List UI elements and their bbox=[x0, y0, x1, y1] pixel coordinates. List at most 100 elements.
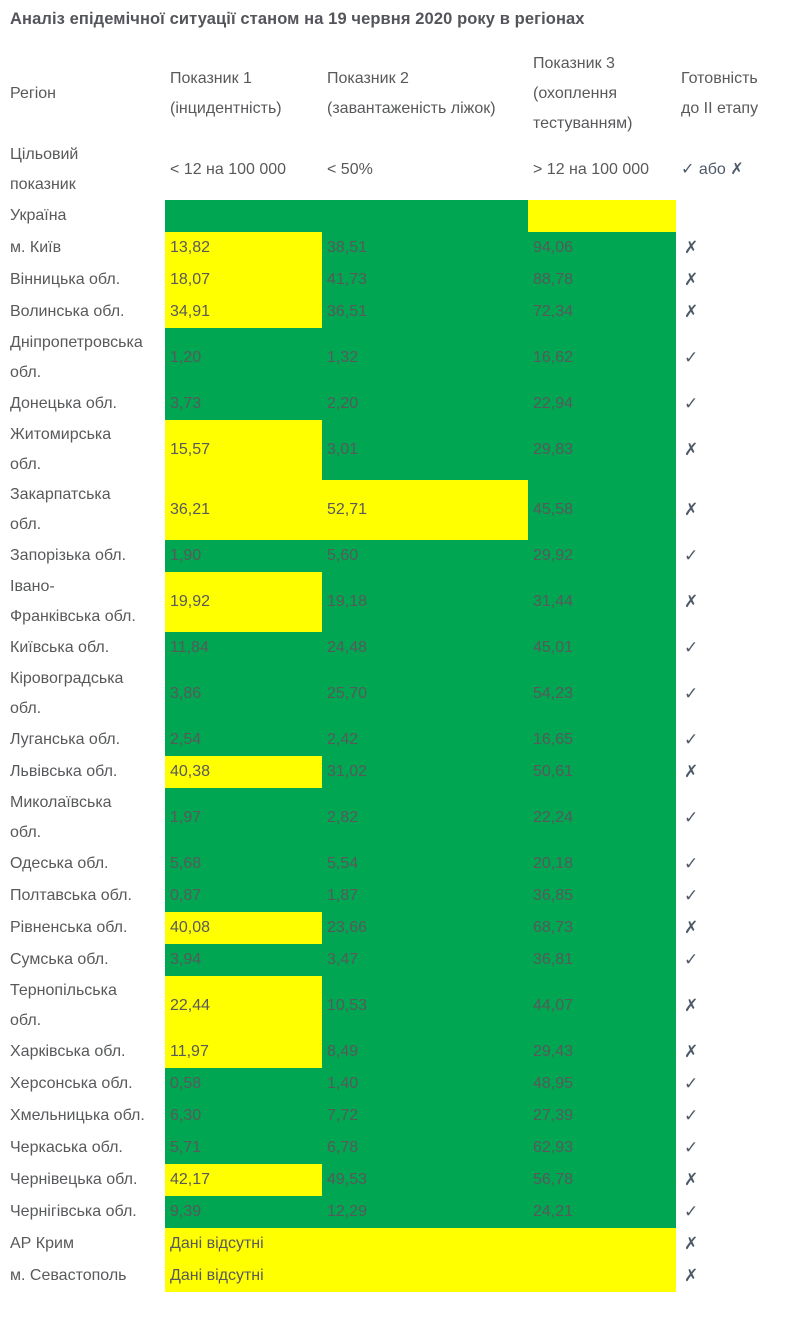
table-row: Запорізька обл. 1,90 5,60 29,92 ✓ bbox=[10, 540, 795, 572]
indicator3-cell: 94,06 bbox=[528, 232, 676, 264]
readiness-mark: ✓ bbox=[684, 1106, 699, 1125]
indicator3-cell: 48,95 bbox=[528, 1068, 676, 1100]
indicator1-cell: 40,08 bbox=[165, 912, 322, 944]
region-name: м. Севастополь bbox=[10, 1267, 127, 1284]
readiness-mark: ✓ bbox=[684, 1138, 699, 1157]
indicator1-cell: 36,21 bbox=[165, 480, 322, 540]
region-name: Херсонська обл. bbox=[10, 1075, 133, 1092]
indicator3-cell: 62,93 bbox=[528, 1132, 676, 1164]
region-name: Черкаська обл. bbox=[10, 1139, 123, 1156]
table-row: Україна bbox=[10, 200, 795, 232]
indicator3-cell: 27,39 bbox=[528, 1100, 676, 1132]
indicator1-cell: 22,44 bbox=[165, 976, 322, 1036]
region-name: Луганська обл. bbox=[10, 731, 121, 748]
indicator3-cell: 31,44 bbox=[528, 572, 676, 632]
table-row: Тернопільська обл. 22,44 10,53 44,07 ✗ bbox=[10, 976, 795, 1036]
indicator2-cell: 41,73 bbox=[322, 264, 528, 296]
readiness-mark: ✓ bbox=[684, 348, 699, 367]
table-row: Хмельницька обл. 6,30 7,72 27,39 ✓ bbox=[10, 1100, 795, 1132]
indicator1-cell: 1,20 bbox=[165, 328, 322, 388]
indicator2-cell: 1,87 bbox=[322, 880, 528, 912]
region-name: Вінницька обл. bbox=[10, 271, 121, 288]
table-row: Миколаївська обл. 1,97 2,82 22,24 ✓ bbox=[10, 788, 795, 848]
indicator1-cell: 11,84 bbox=[165, 632, 322, 664]
indicator2-cell: 6,78 bbox=[322, 1132, 528, 1164]
table-row: Чернівецька обл. 42,17 49,53 56,78 ✗ bbox=[10, 1164, 795, 1196]
table-row: Івано- Франківська обл. 19,92 19,18 31,44 ✗ bbox=[10, 572, 795, 632]
readiness-mark: ✓ bbox=[684, 950, 699, 969]
target-indicator3: > 12 на 100 000 bbox=[533, 161, 650, 178]
indicator2-cell: 3,01 bbox=[322, 420, 528, 480]
table-row: Вінницька обл. 18,07 41,73 88,78 ✗ bbox=[10, 264, 795, 296]
indicator1-cell: 13,82 bbox=[165, 232, 322, 264]
readiness-mark: ✓ bbox=[684, 1074, 699, 1093]
region-name: Миколаївська обл. bbox=[10, 794, 112, 841]
indicator2-cell: 38,51 bbox=[322, 232, 528, 264]
table-row: м. Київ 13,82 38,51 94,06 ✗ bbox=[10, 232, 795, 264]
region-name: Чернівецька обл. bbox=[10, 1171, 138, 1188]
readiness-mark: ✗ bbox=[684, 1234, 699, 1253]
indicator3-cell: 29,92 bbox=[528, 540, 676, 572]
table-row: Житомирська обл. 15,57 3,01 29,83 ✗ bbox=[10, 420, 795, 480]
table-row: Донецька обл. 3,73 2,20 22,94 ✓ bbox=[10, 388, 795, 420]
readiness-mark: ✗ bbox=[684, 762, 699, 781]
target-row-label: Цільовий показник bbox=[10, 146, 79, 193]
indicator1-cell: 19,92 bbox=[165, 572, 322, 632]
indicator3-cell: 22,24 bbox=[528, 788, 676, 848]
table-row: Дніпропетровська обл. 1,20 1,32 16,62 ✓ bbox=[10, 328, 795, 388]
indicator1-cell: 40,38 bbox=[165, 756, 322, 788]
indicator3-cell: 36,81 bbox=[528, 944, 676, 976]
indicator3-cell: 22,94 bbox=[528, 388, 676, 420]
column-header-indicator2: Показник 2 (завантаженість ліжок) bbox=[327, 70, 496, 117]
region-name: Донецька обл. bbox=[10, 395, 117, 412]
table-body: Україна м. Київ 13,82 38,51 94,06 ✗ Вінницька … bbox=[10, 200, 795, 1292]
region-name: Закарпатська обл. bbox=[10, 486, 111, 533]
indicator1-cell: 18,07 bbox=[165, 264, 322, 296]
indicator3-cell: 29,43 bbox=[528, 1036, 676, 1068]
readiness-mark: ✓ bbox=[684, 638, 699, 657]
indicator3-cell: 45,01 bbox=[528, 632, 676, 664]
indicator3-cell: 16,62 bbox=[528, 328, 676, 388]
region-name: Кіровоградська обл. bbox=[10, 670, 124, 717]
readiness-mark: ✓ bbox=[684, 1202, 699, 1221]
indicator3-cell: 20,18 bbox=[528, 848, 676, 880]
table-row: Закарпатська обл. 36,21 52,71 45,58 ✗ bbox=[10, 480, 795, 540]
indicator2-cell: 31,02 bbox=[322, 756, 528, 788]
indicator3-cell: 36,85 bbox=[528, 880, 676, 912]
readiness-mark: ✓ bbox=[684, 684, 699, 703]
column-header-readiness: Готовність до II етапу bbox=[681, 70, 759, 117]
analysis-table: Регіон Показник 1 (інцидентність) Показн… bbox=[10, 48, 795, 1292]
indicator1-cell: 1,90 bbox=[165, 540, 322, 572]
column-header-region: Регіон bbox=[10, 85, 56, 102]
indicator1-cell: 1,97 bbox=[165, 788, 322, 848]
table-row: Київська обл. 11,84 24,48 45,01 ✓ bbox=[10, 632, 795, 664]
table-row: Волинська обл. 34,91 36,51 72,34 ✗ bbox=[10, 296, 795, 328]
page-title: Аналіз епідемічної ситуації станом на 19… bbox=[10, 10, 585, 28]
region-name: Полтавська обл. bbox=[10, 887, 132, 904]
indicator1-cell: 3,94 bbox=[165, 944, 322, 976]
table-row: Луганська обл. 2,54 2,42 16,65 ✓ bbox=[10, 724, 795, 756]
table-row: Кіровоградська обл. 3,86 25,70 54,23 ✓ bbox=[10, 664, 795, 724]
column-header-indicator3: Показник 3 (охоплення тестуванням) bbox=[533, 55, 633, 132]
indicator2-cell: 10,53 bbox=[322, 976, 528, 1036]
target-indicator2: < 50% bbox=[327, 161, 373, 178]
indicator2-cell: 49,53 bbox=[322, 1164, 528, 1196]
table-row: Рівненська обл. 40,08 23,66 68,73 ✗ bbox=[10, 912, 795, 944]
indicator3-cell: 16,65 bbox=[528, 724, 676, 756]
indicator2-cell: 12,29 bbox=[322, 1196, 528, 1228]
readiness-mark: ✗ bbox=[684, 1266, 699, 1285]
table-row: Черкаська обл. 5,71 6,78 62,93 ✓ bbox=[10, 1132, 795, 1164]
indicator3-cell: 45,58 bbox=[528, 480, 676, 540]
region-name: Запорізька обл. bbox=[10, 547, 127, 564]
indicator3-cell: 88,78 bbox=[528, 264, 676, 296]
region-name: Тернопільська обл. bbox=[10, 982, 117, 1029]
table-row: Чернігівська обл. 9,39 12,29 24,21 ✓ bbox=[10, 1196, 795, 1228]
readiness-mark: ✗ bbox=[684, 302, 699, 321]
region-name: Рівненська обл. bbox=[10, 919, 128, 936]
header-row: Регіон Показник 1 (інцидентність) Показн… bbox=[10, 48, 795, 140]
indicator3-cell: 44,07 bbox=[528, 976, 676, 1036]
target-indicator1: < 12 на 100 000 bbox=[170, 161, 287, 178]
table-row: Харківська обл. 11,97 8,49 29,43 ✗ bbox=[10, 1036, 795, 1068]
readiness-mark: ✓ bbox=[684, 854, 699, 873]
readiness-mark: ✗ bbox=[684, 238, 699, 257]
